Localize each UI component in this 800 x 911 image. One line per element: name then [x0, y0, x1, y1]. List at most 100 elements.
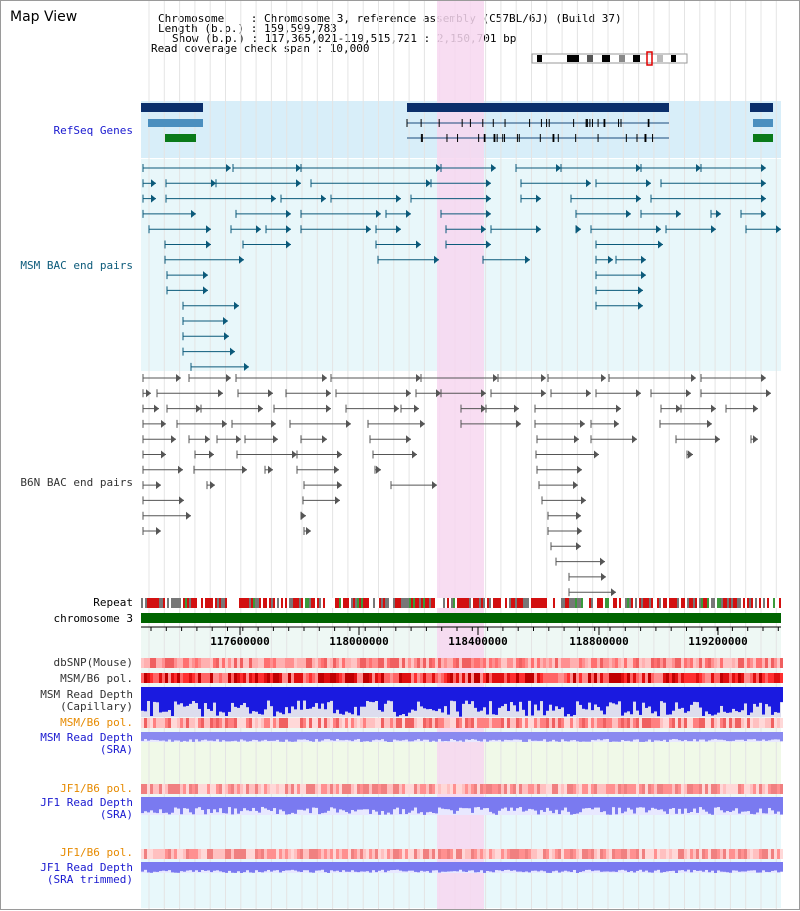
msm-b6-pol-heat	[714, 673, 717, 683]
b6n-bac-pair-end	[636, 389, 641, 398]
refseq-gene	[407, 103, 669, 112]
dbsnp-heat	[420, 658, 423, 668]
jf1-b6-pol-heat	[657, 849, 660, 859]
repeat-mark	[433, 598, 435, 608]
b6n-bac-pair-end	[376, 465, 381, 474]
jf1-depth-sra	[321, 797, 324, 814]
msm-depth-sra	[360, 732, 363, 742]
repeat-mark	[293, 598, 295, 608]
msm-b6-pol2-heat	[432, 718, 435, 728]
repeat-mark	[287, 598, 289, 608]
msm-b6-pol-heat	[186, 673, 189, 683]
jf1-b6-pol1-heat	[150, 784, 153, 794]
msm-b6-pol2-heat	[213, 718, 216, 728]
dbsnp-heat	[495, 658, 498, 668]
jf1-b6-pol-heat	[519, 849, 522, 859]
msm-depth-sra	[249, 732, 252, 742]
jf1-b6-pol1-heat	[237, 784, 240, 794]
jf1-b6-pol-heat	[486, 849, 489, 859]
jf1-b6-pol-heat	[633, 849, 636, 859]
b6n-bac-pair-end	[581, 496, 586, 505]
msm-depth-capillary	[213, 687, 216, 703]
repeat-mark	[157, 598, 159, 608]
msm-depth-capillary	[624, 687, 627, 713]
jf1-depth-sra	[738, 797, 741, 814]
msm-depth-sra	[534, 732, 537, 741]
msm-depth-sra	[468, 732, 471, 740]
msm-b6-pol-heat	[399, 673, 402, 683]
label-repeat: Repeat	[93, 596, 133, 609]
dbsnp-heat	[177, 658, 180, 668]
jf1-b6-pol1-heat	[366, 784, 369, 794]
repeat-mark	[555, 598, 557, 608]
dbsnp-heat	[363, 658, 366, 668]
repeat-mark	[521, 598, 523, 608]
jf1-depth-trim	[744, 862, 747, 872]
repeat-mark	[451, 598, 453, 608]
dbsnp-heat	[663, 658, 666, 668]
msm-b6-pol-heat	[621, 673, 624, 683]
jf1-b6-pol-heat	[462, 849, 465, 859]
msm-b6-pol-heat	[276, 673, 279, 683]
msm-depth-capillary	[483, 687, 486, 708]
msm-b6-pol-heat	[369, 673, 372, 683]
dbsnp-heat	[504, 658, 507, 668]
msm-depth-capillary	[519, 687, 522, 702]
msm-depth-sra	[294, 732, 297, 742]
msm-depth-capillary	[561, 687, 564, 708]
msm-depth-capillary	[501, 687, 504, 707]
msm-b6-pol2-heat	[393, 718, 396, 728]
refseq-gene	[165, 134, 196, 142]
repeat-mark	[379, 598, 381, 608]
jf1-b6-pol-heat	[387, 849, 390, 859]
jf1-depth-sra	[597, 797, 600, 808]
repeat-mark	[623, 598, 625, 608]
dbsnp-heat	[708, 658, 711, 668]
jf1-b6-pol-heat	[480, 849, 483, 859]
ideogram-band	[619, 55, 625, 62]
msm-b6-pol2-heat	[285, 718, 288, 728]
jf1-b6-pol-heat	[243, 849, 246, 859]
repeat-mark	[339, 598, 341, 608]
jf1-depth-sra	[609, 797, 612, 815]
jf1-b6-pol1-heat	[693, 784, 696, 794]
msm-b6-pol2-heat	[150, 718, 153, 728]
msm-depth-sra	[552, 732, 555, 740]
jf1-b6-pol1-heat	[456, 784, 459, 794]
jf1-b6-pol-heat	[471, 849, 474, 859]
jf1-b6-pol1-heat	[447, 784, 450, 794]
jf1-b6-pol1-heat	[492, 784, 495, 794]
msm-b6-pol2-heat	[711, 718, 714, 728]
label-b6n-bac-end-pairs[interactable]: B6N BAC end pairs	[20, 476, 133, 489]
repeat-mark	[479, 598, 481, 608]
repeat-mark	[415, 598, 417, 608]
jf1-b6-pol-heat	[306, 849, 309, 859]
jf1-depth-trim	[456, 862, 459, 872]
jf1-b6-pol-heat	[423, 849, 426, 859]
dbsnp-heat	[660, 658, 663, 668]
label-refseq-genes[interactable]: RefSeq Genes	[53, 124, 133, 137]
jf1-b6-pol1-heat	[303, 784, 306, 794]
jf1-depth-sra	[375, 797, 378, 812]
dbsnp-heat	[399, 658, 402, 668]
label-msm-bac-end-pairs[interactable]: MSM BAC end pairs	[20, 259, 133, 272]
dbsnp-heat	[582, 658, 585, 668]
msm-depth-sra	[381, 732, 384, 740]
dbsnp-heat	[642, 658, 645, 668]
msm-b6-pol2-heat	[576, 718, 579, 728]
repeat-mark	[561, 598, 563, 608]
jf1-depth-trim	[483, 862, 486, 873]
jf1-b6-pol1-heat	[426, 784, 429, 794]
label-jf1-read-depth-trim-sub: (SRA trimmed)	[46, 873, 133, 886]
jf1-depth-trim	[288, 862, 291, 871]
b6n-bac-pair-end	[273, 435, 278, 444]
jf1-depth-sra	[708, 797, 711, 814]
jf1-b6-pol1-heat	[402, 784, 405, 794]
jf1-b6-pol-heat	[159, 849, 162, 859]
repeat-mark	[413, 598, 415, 608]
msm-bac-pair-end	[536, 194, 541, 203]
jf1-depth-sra	[687, 797, 690, 814]
jf1-depth-sra	[732, 797, 735, 811]
repeat-mark	[425, 598, 427, 608]
